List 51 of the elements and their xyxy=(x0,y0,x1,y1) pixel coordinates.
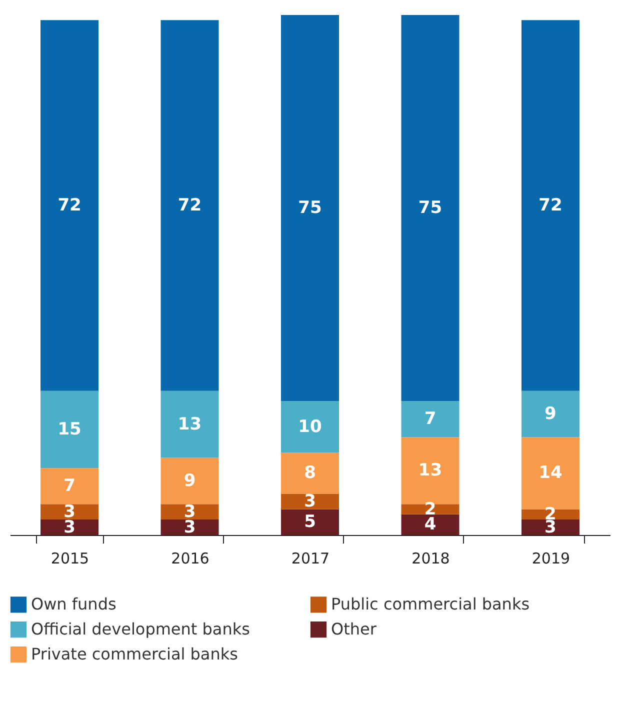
data-label: 3 xyxy=(64,517,76,538)
bar xyxy=(521,20,580,391)
bar xyxy=(40,520,99,535)
bar xyxy=(40,20,99,391)
bar xyxy=(281,401,339,453)
data-label: 72 xyxy=(538,195,562,216)
data-label: 75 xyxy=(418,198,442,218)
bar xyxy=(160,520,219,535)
data-label: 7 xyxy=(64,476,76,496)
bar xyxy=(160,20,219,391)
data-label: 75 xyxy=(298,198,322,218)
data-label: 13 xyxy=(178,414,202,434)
bar xyxy=(521,520,580,535)
bar xyxy=(40,468,99,504)
bar xyxy=(281,509,339,535)
x-tick-label: 2019 xyxy=(532,550,570,568)
data-label: 7 xyxy=(424,409,436,430)
data-label: 8 xyxy=(304,463,316,484)
x-tick-label: 2018 xyxy=(412,550,450,568)
bar xyxy=(160,390,219,458)
x-tick-label: 2017 xyxy=(291,550,330,568)
bar xyxy=(160,458,219,504)
x-tick-label: 2015 xyxy=(50,550,90,568)
data-label: 72 xyxy=(178,195,202,216)
data-label: 3 xyxy=(304,492,316,512)
legend-label: Public commercial banks xyxy=(331,594,530,614)
legend-label: Own funds xyxy=(31,594,116,614)
bar xyxy=(401,514,460,535)
bar xyxy=(40,504,99,520)
legend-label: Private commercial banks xyxy=(31,644,238,664)
bar xyxy=(281,494,339,510)
data-label: 72 xyxy=(58,195,82,216)
data-label: 13 xyxy=(418,460,442,481)
bar xyxy=(40,390,99,468)
data-label: 15 xyxy=(58,419,82,440)
data-label: 14 xyxy=(538,463,562,484)
bar xyxy=(521,390,580,438)
data-label: 9 xyxy=(184,470,196,491)
data-label: 4 xyxy=(424,514,436,535)
legend-label: Official development banks xyxy=(31,620,250,638)
bar xyxy=(401,15,460,402)
data-label: 9 xyxy=(544,404,556,424)
legend-label: Other xyxy=(331,620,377,638)
bar xyxy=(281,15,339,402)
data-label: 10 xyxy=(298,416,322,437)
bar xyxy=(281,452,339,494)
x-tick-label: 2016 xyxy=(171,550,210,568)
data-label: 3 xyxy=(184,517,196,538)
bar xyxy=(401,401,460,438)
bar xyxy=(160,504,219,520)
data-label: 5 xyxy=(304,512,316,532)
